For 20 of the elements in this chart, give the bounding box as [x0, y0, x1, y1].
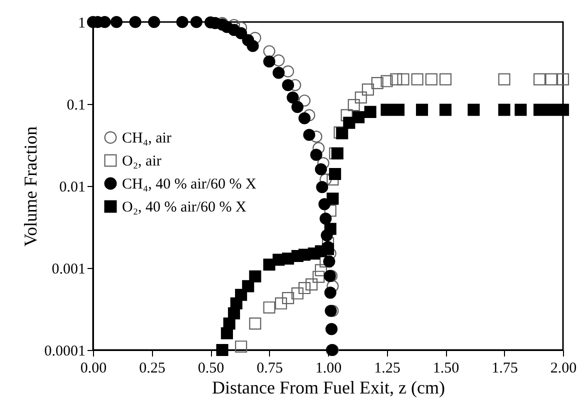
legend-label: CH₄, 40 % air/60 % X	[122, 176, 257, 192]
legend-label: O₂, 40 % air/60 % X	[122, 200, 247, 216]
x-tick-label: 0.50	[198, 360, 224, 376]
x-tick-label: 1.25	[374, 360, 400, 376]
x-tick-label: 1.75	[492, 360, 518, 376]
x-tick-label: 0.00	[80, 360, 107, 376]
x-axis-title: Distance From Fuel Exit, z (cm)	[212, 378, 445, 398]
y-tick-label: 1	[78, 16, 86, 32]
x-tick-label: 2.00	[550, 360, 577, 376]
y-tick-label: 0.01	[59, 180, 86, 196]
y-tick-label: 0.1	[66, 98, 86, 114]
x-tick-label: 1.50	[432, 360, 460, 376]
x-tick-label: 0.75	[256, 360, 283, 376]
y-tick-label: 0.001	[52, 262, 86, 278]
x-tick-label: 1.00	[315, 360, 342, 376]
y-axis-title: Volume Fraction	[20, 126, 40, 247]
legend-label: CH₄, air	[122, 130, 172, 146]
legend-label: O₂, air	[122, 154, 162, 170]
y-tick-label: 0.0001	[44, 344, 86, 360]
x-tick-label: 0.25	[139, 360, 166, 376]
